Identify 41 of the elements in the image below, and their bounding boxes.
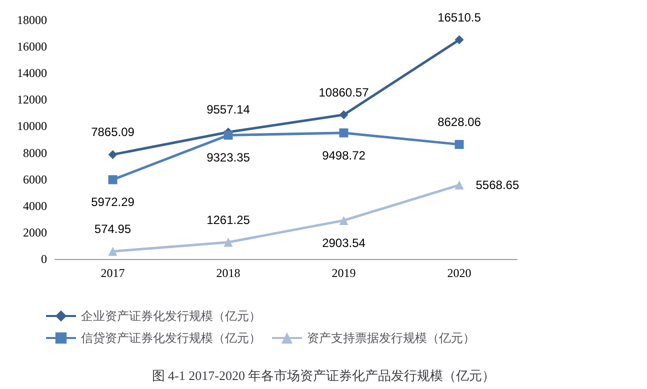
text: 图 4-1 2017-2020 年各市场资产证券化产品发行规模（亿元） (152, 368, 496, 383)
point (108, 175, 118, 184)
data-label: 2903.54 (322, 236, 366, 250)
y-tick-label: 12000 (17, 92, 47, 107)
point (108, 150, 118, 160)
data-label: 5972.29 (91, 195, 135, 210)
y-tick-label: 18000 (17, 13, 47, 27)
point (224, 130, 233, 140)
x-tick-label: 2018 (216, 266, 240, 280)
x-tick-label: 2017 (100, 266, 125, 280)
data-label: 8628.06 (438, 114, 482, 129)
data-label: 574.95 (94, 222, 132, 236)
point (339, 128, 348, 138)
data-label: 9323.35 (206, 150, 250, 165)
y-tick-label: 14000 (17, 66, 47, 80)
y-tick-label: 4000 (23, 198, 47, 213)
x-tick-label: 2019 (332, 266, 356, 280)
data-label: 5568.65 (476, 178, 520, 192)
point (454, 140, 464, 149)
legend-label: 资产支持票据发行规模（亿元） (307, 331, 475, 345)
y-tick-label: 8000 (23, 146, 47, 160)
data-label: 10860.57 (318, 85, 370, 100)
data-label: 1261.25 (206, 212, 250, 227)
y-tick-label: 10000 (17, 119, 47, 134)
legend-label: 信贷资产证券化发行规模（亿元） (81, 331, 261, 345)
y-tick-label: 6000 (23, 172, 47, 186)
point (224, 238, 233, 247)
x-tick-label: 2020 (447, 266, 472, 280)
point (339, 216, 348, 225)
y-tick-label: 2000 (23, 225, 47, 240)
point (454, 180, 464, 190)
y-tick-label: 0 (41, 252, 47, 266)
data-label: 9557.14 (206, 102, 250, 117)
data-label: 7865.09 (91, 125, 135, 140)
y-tick-label: 16000 (17, 40, 47, 54)
data-label: 16510.5 (438, 10, 482, 24)
point (454, 35, 464, 44)
data-label: 9498.72 (322, 148, 366, 162)
legend-label: 企业资产证券化发行规模（亿元） (81, 309, 261, 323)
point (108, 246, 118, 256)
point (339, 110, 348, 120)
